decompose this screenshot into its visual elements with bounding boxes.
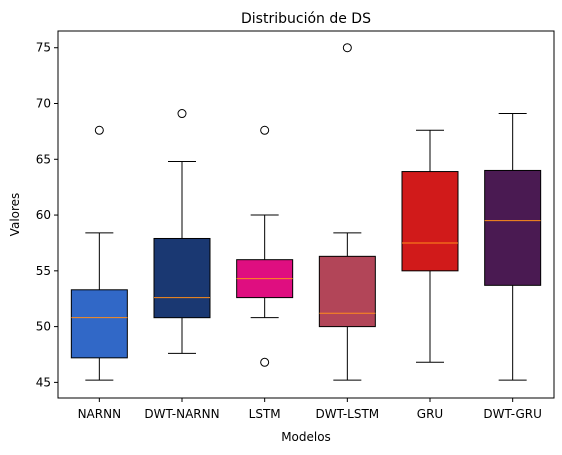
x-tick-label: DWT-GRU xyxy=(483,407,542,421)
outlier-point xyxy=(177,109,187,119)
box-narnn xyxy=(70,125,128,381)
plot-area xyxy=(70,43,542,381)
iqr-box xyxy=(70,289,128,359)
iqr-box xyxy=(153,237,211,319)
plot-frame xyxy=(57,30,555,399)
x-tick-label: LSTM xyxy=(249,407,281,421)
x-tick-label: DWT-LSTM xyxy=(316,407,380,421)
chart-title: Distribución de DS xyxy=(241,11,371,27)
box-dwt-gru xyxy=(484,113,542,381)
box-dwt-lstm xyxy=(318,43,376,381)
x-tick-label: DWT-NARNN xyxy=(144,407,219,421)
outlier-point xyxy=(94,125,104,135)
box-gru xyxy=(401,129,459,363)
y-tick-label: 45 xyxy=(36,375,51,389)
outlier-point xyxy=(260,125,270,135)
outlier-point xyxy=(342,43,352,53)
y-tick-label: 70 xyxy=(36,97,51,111)
x-tick-label: NARNN xyxy=(78,407,121,421)
x-axis-title: Modelos xyxy=(281,430,331,444)
y-axis-title: Valores xyxy=(8,193,22,237)
iqr-box xyxy=(401,171,459,272)
y-tick-label: 55 xyxy=(36,264,51,278)
axes: NARNN DWT-NARNN LSTM DWT-LSTM GRU DWT-GRU 45 50… xyxy=(36,41,542,421)
y-tick-label: 65 xyxy=(36,152,51,166)
box-dwt-narnn xyxy=(153,109,211,354)
y-tick-label: 75 xyxy=(36,41,51,55)
y-tick-label: 50 xyxy=(36,320,51,334)
x-tick-label: GRU xyxy=(417,407,443,421)
iqr-box xyxy=(318,255,376,328)
y-tick-label: 60 xyxy=(36,208,51,222)
box-lstm xyxy=(236,125,294,367)
outlier-point xyxy=(260,357,270,367)
iqr-box xyxy=(484,169,542,286)
